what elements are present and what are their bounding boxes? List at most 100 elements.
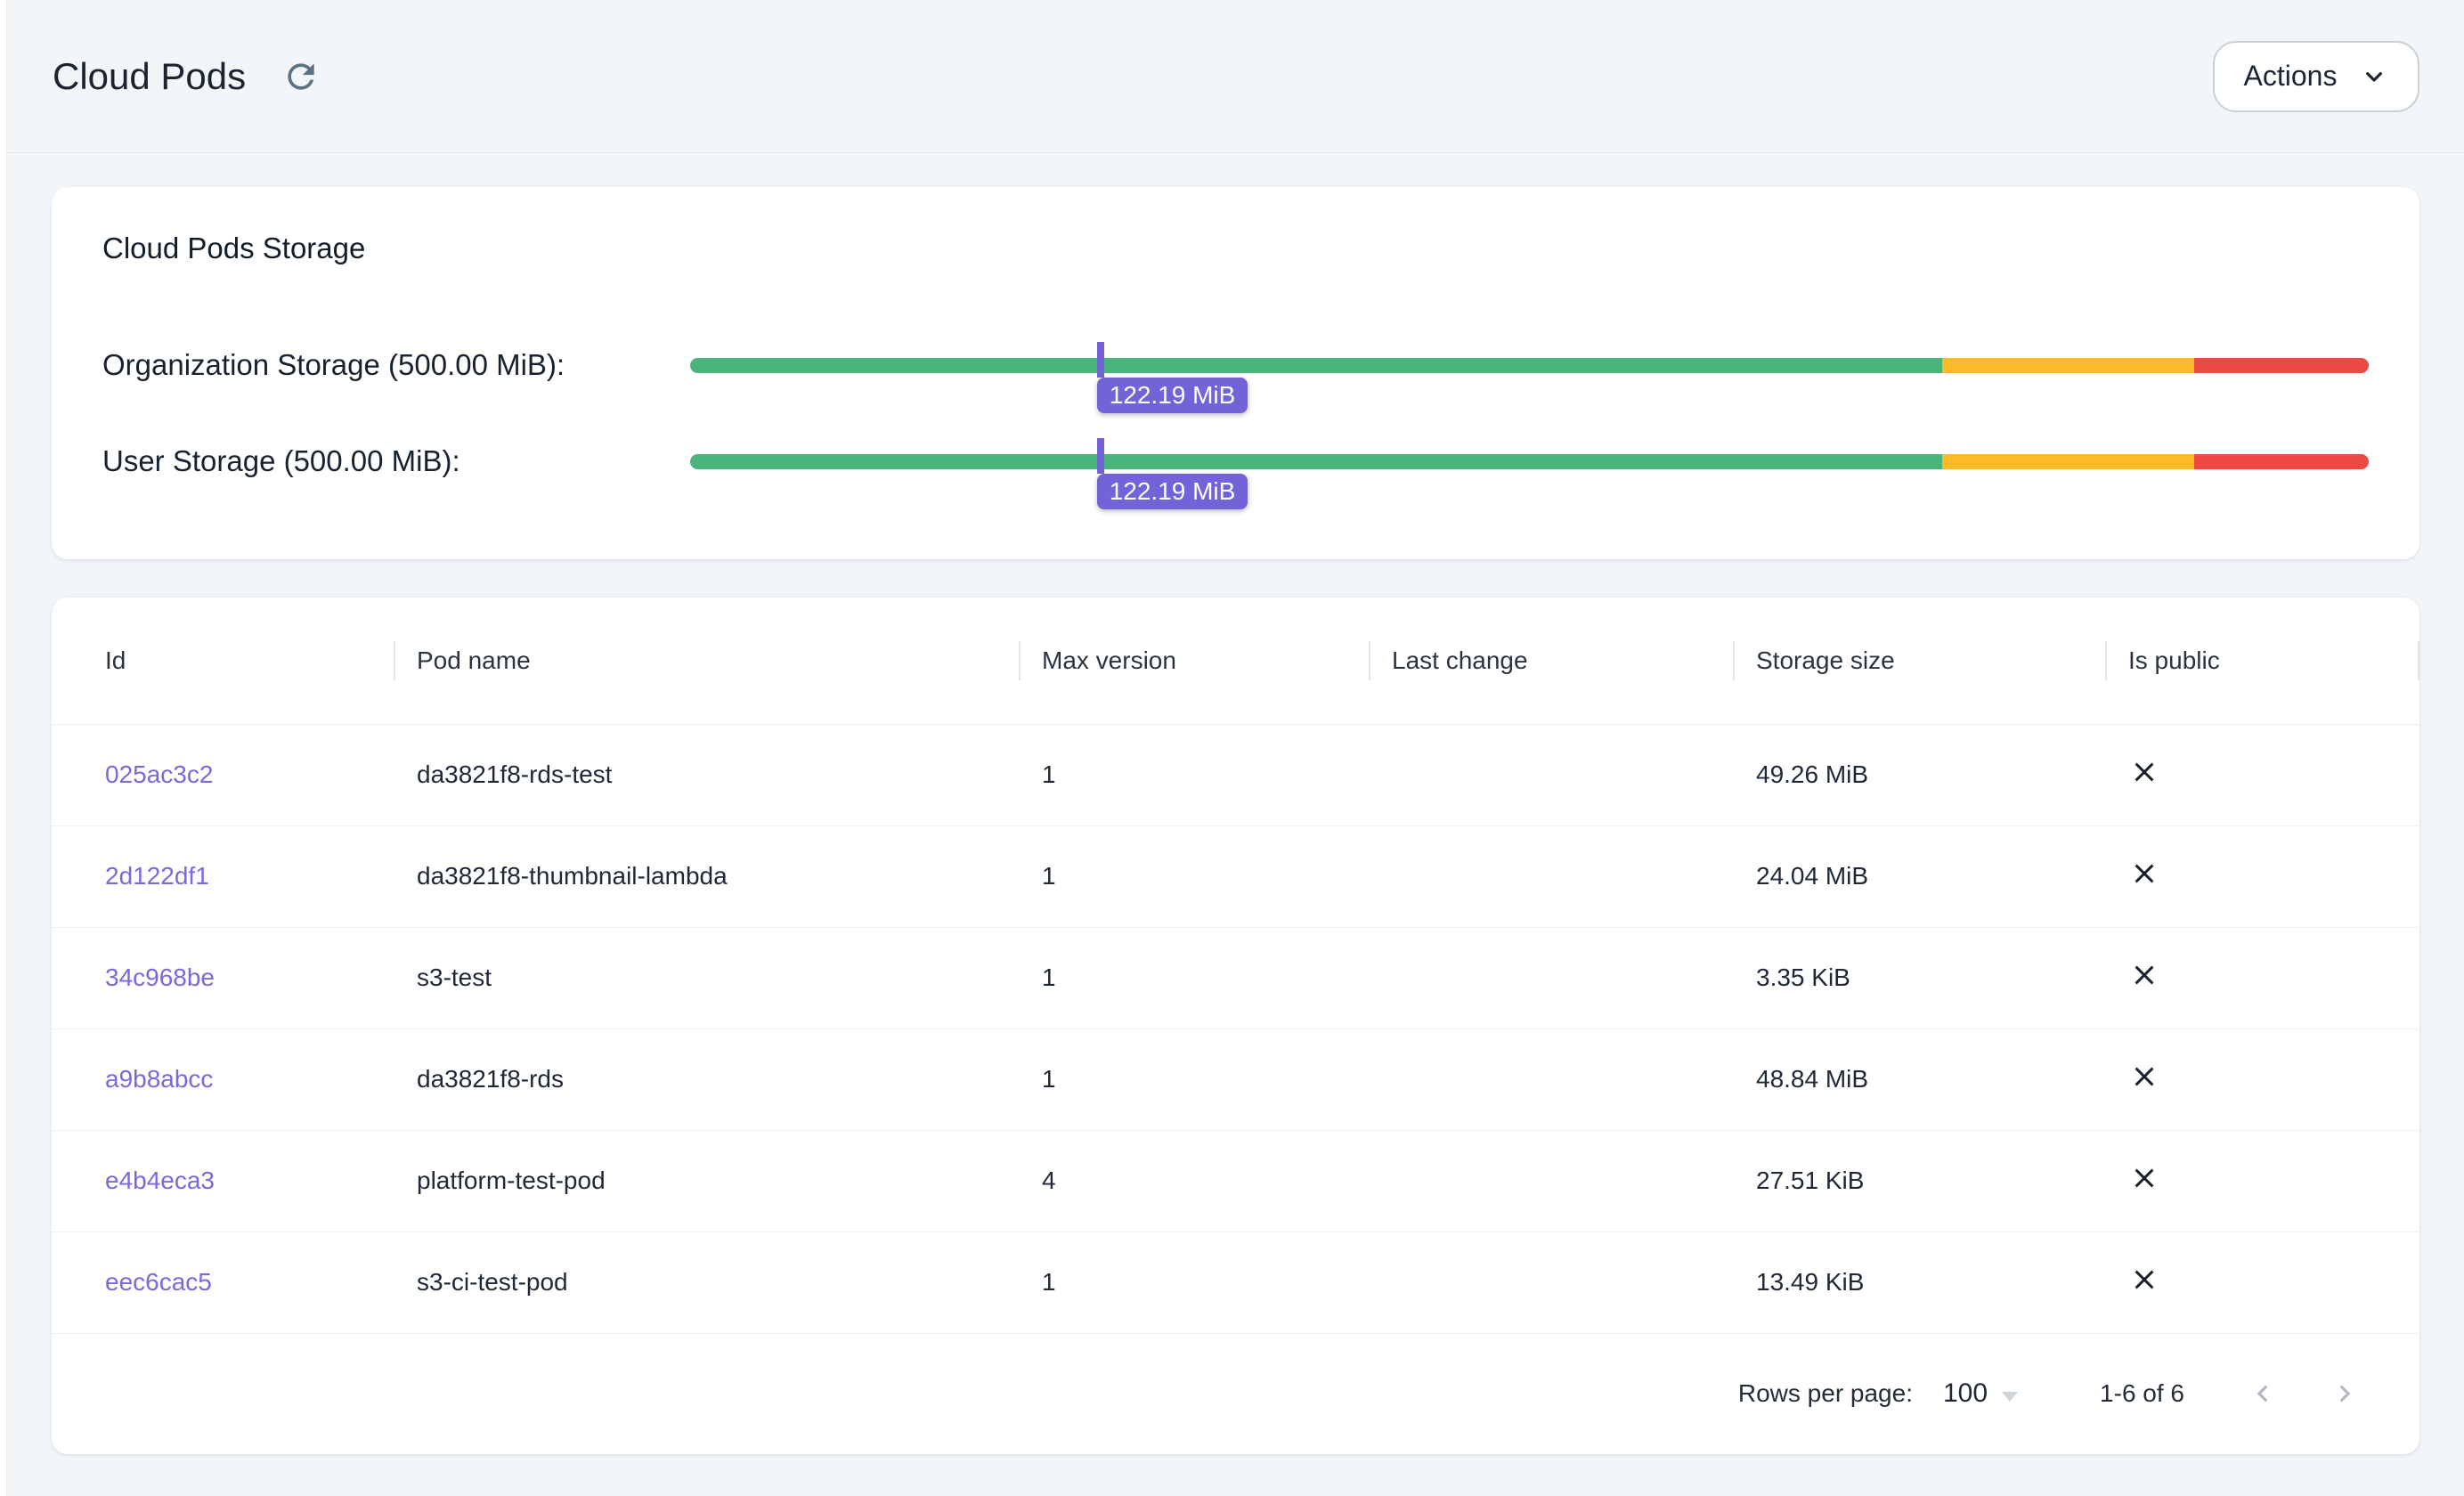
next-page-button[interactable] [2316, 1365, 2373, 1422]
max-version-cell: 4 [1021, 1130, 1370, 1232]
storage-size-cell: 3.35 KiB [1735, 927, 2107, 1029]
storage-bar-green-segment [690, 358, 1943, 373]
max-version-cell: 1 [1021, 1028, 1370, 1131]
cloud-pods-table-card: Id Pod name Max version Last change Stor… [52, 598, 2419, 1454]
chevron-left-icon [2246, 1377, 2280, 1411]
storage-card-title: Cloud Pods Storage [102, 232, 366, 264]
pod-id-link[interactable]: 2d122df1 [105, 862, 209, 890]
last-change-cell [1370, 825, 1735, 928]
user-storage-bar: 122.19 MiB [690, 438, 2369, 509]
storage-usage-marker [1096, 438, 1104, 474]
not-public-x-icon [2128, 1162, 2160, 1200]
column-separator [1019, 640, 1021, 680]
chevron-right-icon [2328, 1377, 2362, 1411]
actions-button-label: Actions [2243, 60, 2338, 92]
actions-button[interactable]: Actions [2213, 40, 2419, 112]
rows-per-page-select[interactable]: 100 [1942, 1378, 2019, 1409]
max-version-cell: 1 [1021, 825, 1370, 928]
storage-size-cell: 13.49 KiB [1735, 1232, 2107, 1334]
rows-per-page-dropdown-icon [2002, 1391, 2019, 1402]
pod-name-cell: da3821f8-thumbnail-lambda [395, 825, 1021, 928]
cloud-pods-storage-card: Cloud Pods Storage Organization Storage … [52, 187, 2419, 559]
pod-name-cell: da3821f8-rds [395, 1028, 1021, 1131]
not-public-x-icon [2128, 858, 2160, 896]
storage-usage-tooltip: 122.19 MiB [1096, 378, 1248, 413]
pod-name-cell: platform-test-pod [395, 1130, 1021, 1232]
column-header-id[interactable]: Id [52, 598, 395, 725]
max-version-cell: 1 [1021, 927, 1370, 1029]
storage-bar-track [690, 454, 2369, 469]
is-public-cell [2107, 1028, 2419, 1131]
chevron-down-icon [2360, 62, 2388, 91]
is-public-cell [2107, 1232, 2419, 1334]
storage-bar-red-segment [2193, 358, 2369, 373]
table-row: 025ac3c2 da3821f8-rds-test 1 49.26 MiB [52, 724, 2419, 826]
column-header-last-change[interactable]: Last change [1370, 598, 1735, 725]
column-separator [1369, 640, 1370, 680]
table-row: a9b8abcc da3821f8-rds 1 48.84 MiB [52, 1028, 2419, 1131]
storage-usage-tooltip: 122.19 MiB [1096, 474, 1248, 509]
storage-bar-yellow-segment [1942, 454, 2194, 469]
is-public-cell [2107, 1130, 2419, 1232]
organization-storage-row: Organization Storage (500.00 MiB): 122.1… [102, 342, 2369, 413]
column-separator [2105, 640, 2107, 680]
column-separator [1733, 640, 1735, 680]
table-row: e4b4eca3 platform-test-pod 4 27.51 KiB [52, 1130, 2419, 1232]
is-public-cell [2107, 724, 2419, 826]
storage-usage-marker [1096, 342, 1104, 378]
not-public-x-icon [2128, 959, 2160, 997]
max-version-cell: 1 [1021, 1232, 1370, 1334]
storage-size-cell: 27.51 KiB [1735, 1130, 2107, 1232]
pod-id-link[interactable]: a9b8abcc [105, 1065, 214, 1093]
left-edge-sliver [0, 0, 7, 1496]
table-row: eec6cac5 s3-ci-test-pod 1 13.49 KiB [52, 1232, 2419, 1334]
column-header-pod-name[interactable]: Pod name [395, 598, 1021, 725]
refresh-button[interactable] [272, 48, 329, 105]
page-title: Cloud Pods [53, 54, 247, 97]
max-version-cell: 1 [1021, 724, 1370, 826]
table-pagination-footer: Rows per page: 100 1-6 of 6 [52, 1334, 2419, 1454]
rows-per-page-value: 100 [1942, 1378, 1988, 1408]
is-public-cell [2107, 825, 2419, 928]
user-storage-label: User Storage (500.00 MiB): [102, 444, 460, 477]
last-change-cell [1370, 1232, 1735, 1334]
not-public-x-icon [2128, 756, 2160, 794]
is-public-cell [2107, 927, 2419, 1029]
organization-storage-bar: 122.19 MiB [690, 342, 2369, 413]
column-separator [2418, 640, 2419, 680]
table-row: 34c968be s3-test 1 3.35 KiB [52, 927, 2419, 1029]
previous-page-button[interactable] [2234, 1365, 2291, 1422]
last-change-cell [1370, 1028, 1735, 1131]
page-header: Cloud Pods Actions [0, 0, 2464, 153]
user-storage-row: User Storage (500.00 MiB): 122.19 MiB [102, 438, 2369, 509]
storage-bar-yellow-segment [1942, 358, 2194, 373]
not-public-x-icon [2128, 1264, 2160, 1302]
pod-name-cell: s3-ci-test-pod [395, 1232, 1021, 1334]
column-header-is-public[interactable]: Is public [2107, 598, 2419, 725]
pod-name-cell: da3821f8-rds-test [395, 724, 1021, 826]
storage-size-cell: 24.04 MiB [1735, 825, 2107, 928]
organization-storage-label: Organization Storage (500.00 MiB): [102, 348, 565, 381]
last-change-cell [1370, 927, 1735, 1029]
pagination-range-label: 1-6 of 6 [2100, 1379, 2184, 1407]
column-header-storage-size[interactable]: Storage size [1735, 598, 2107, 725]
storage-bar-green-segment [690, 454, 1943, 469]
pod-id-link[interactable]: 34c968be [105, 963, 215, 991]
rows-per-page-label: Rows per page: [1737, 1379, 1913, 1407]
last-change-cell [1370, 724, 1735, 826]
table-header-row: Id Pod name Max version Last change Stor… [52, 598, 2419, 725]
storage-bar-red-segment [2193, 454, 2369, 469]
column-header-max-version[interactable]: Max version [1021, 598, 1370, 725]
refresh-icon [281, 57, 321, 96]
table-body: 025ac3c2 da3821f8-rds-test 1 49.26 MiB 2… [52, 724, 2419, 1334]
pod-id-link[interactable]: eec6cac5 [105, 1268, 212, 1296]
storage-size-cell: 48.84 MiB [1735, 1028, 2107, 1131]
pod-id-link[interactable]: e4b4eca3 [105, 1167, 215, 1194]
pod-name-cell: s3-test [395, 927, 1021, 1029]
cloud-pods-table: Id Pod name Max version Last change Stor… [52, 598, 2419, 1334]
not-public-x-icon [2128, 1061, 2160, 1099]
table-row: 2d122df1 da3821f8-thumbnail-lambda 1 24.… [52, 825, 2419, 928]
storage-bar-track [690, 358, 2369, 373]
column-separator [394, 640, 395, 680]
pod-id-link[interactable]: 025ac3c2 [105, 760, 214, 788]
